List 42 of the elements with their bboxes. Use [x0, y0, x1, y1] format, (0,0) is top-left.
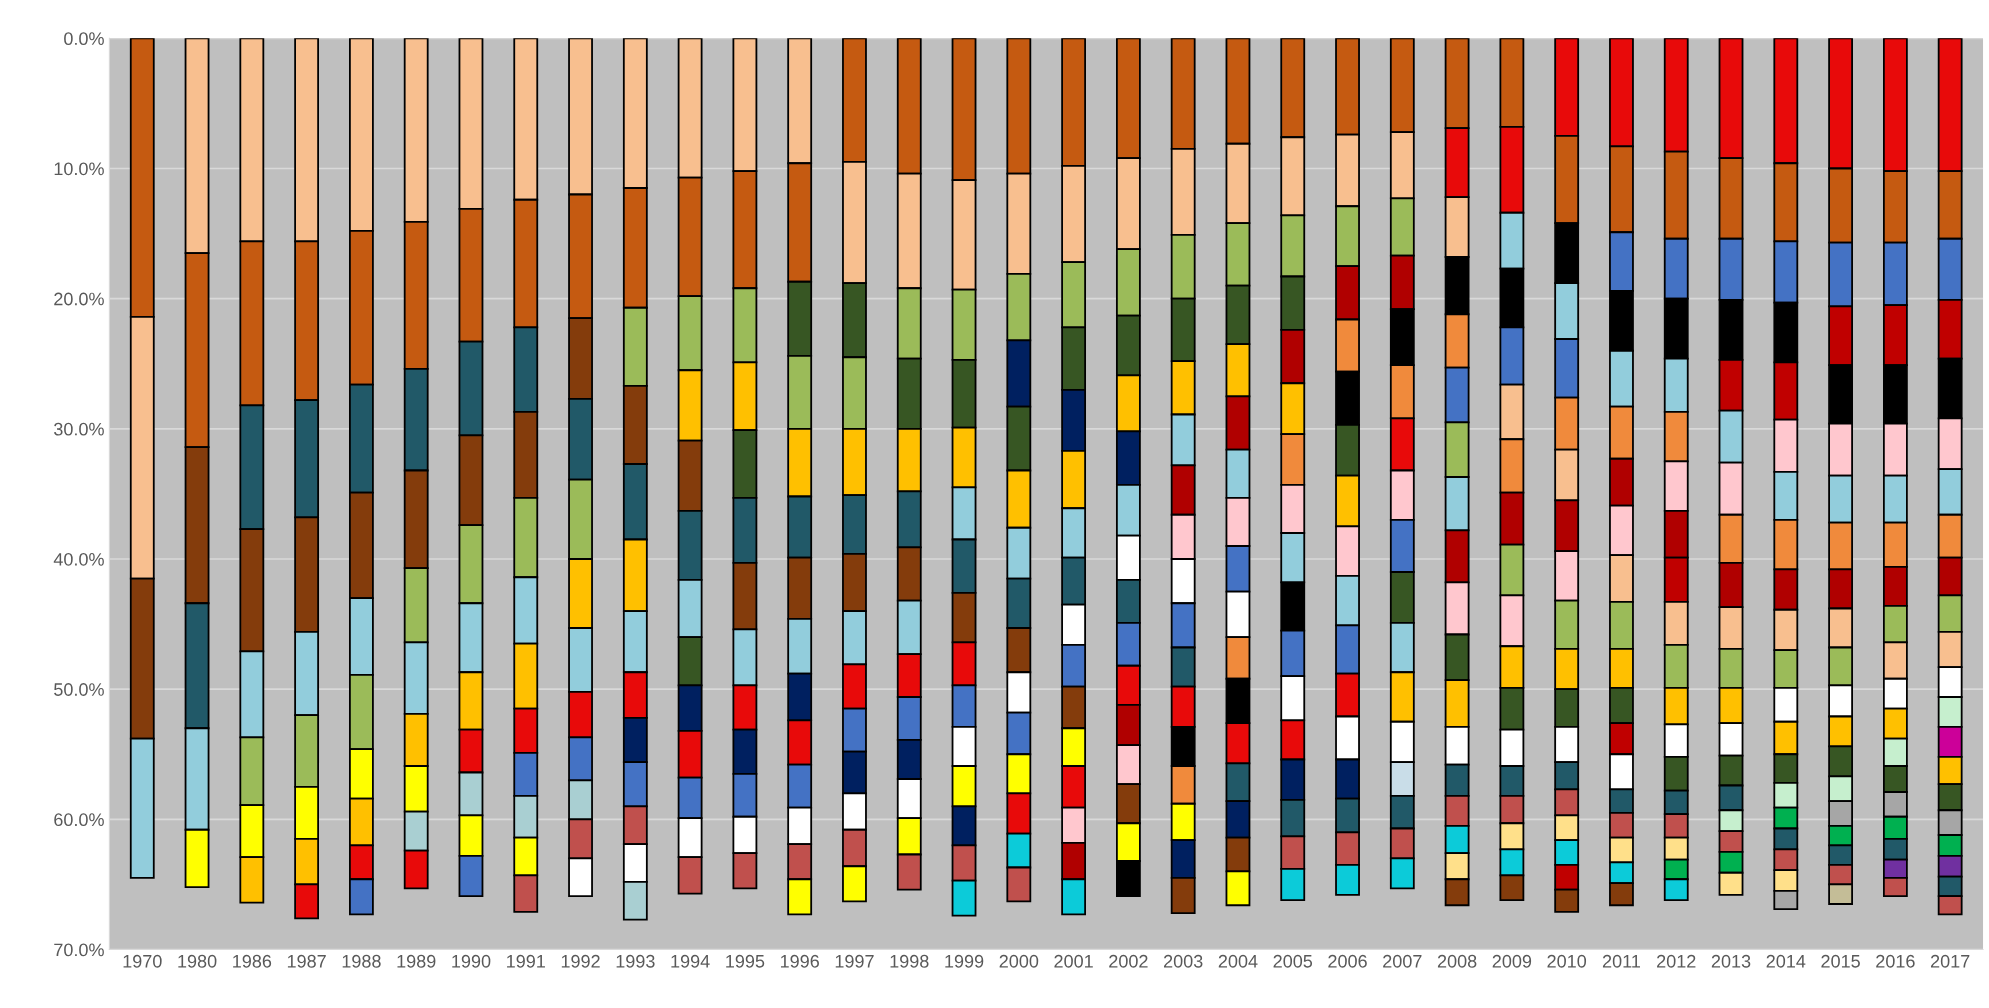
y-tick-label: 40.0% — [53, 552, 104, 566]
x-tick-label: 1996 — [780, 954, 819, 968]
x-tick-label: 1988 — [342, 954, 381, 968]
x-tick-label: 1990 — [452, 954, 491, 968]
y-tick-label: 70.0% — [54, 943, 104, 957]
y-tick-label: 10.0% — [54, 162, 104, 176]
x-tick-label: 2007 — [1383, 954, 1422, 968]
x-tick-label: 2014 — [1766, 954, 1806, 968]
x-tick-label: 2000 — [999, 954, 1039, 968]
x-tick-label: 1987 — [287, 954, 326, 968]
x-tick-label: 2009 — [1492, 954, 1532, 968]
y-tick-label: 50.0% — [54, 683, 104, 696]
x-tick-label: 2010 — [1547, 954, 1587, 968]
x-tick-label: 1998 — [890, 954, 929, 968]
x-tick-label: 1970 — [123, 954, 162, 968]
x-tick-label: 2005 — [1273, 954, 1313, 968]
x-tick-label: 2013 — [1711, 954, 1751, 968]
x-tick-label: 1991 — [507, 954, 545, 968]
x-tick-label: 2017 — [1930, 954, 1970, 968]
x-tick-label: 2006 — [1328, 954, 1367, 968]
x-tick-label: 1997 — [835, 954, 874, 968]
x-tick-label: 2011 — [1602, 954, 1640, 968]
y-tick-label: 30.0% — [54, 422, 104, 436]
x-tick-label: 1980 — [178, 954, 217, 968]
x-tick-label: 1992 — [561, 954, 600, 968]
x-tick-label: 1995 — [726, 954, 765, 968]
y-tick-label: 60.0% — [54, 813, 104, 827]
x-tick-label: 1993 — [616, 954, 655, 968]
x-tick-label: 1994 — [671, 954, 710, 968]
x-tick-label: 1999 — [945, 954, 984, 968]
x-tick-label: 2002 — [1109, 954, 1148, 968]
x-tick-label: 2015 — [1821, 954, 1860, 968]
x-tick-label: 2003 — [1164, 954, 1203, 968]
x-tick-label: 1986 — [233, 954, 272, 968]
y-tick-label: 0.0% — [64, 32, 104, 46]
y-tick-label: 20.0% — [54, 292, 104, 306]
x-tick-label: 2001 — [1054, 954, 1093, 968]
x-tick-label: 2012 — [1657, 954, 1696, 968]
x-tick-label: 1989 — [397, 954, 436, 968]
x-tick-label: 2004 — [1218, 954, 1258, 968]
x-tick-label: 2008 — [1437, 954, 1477, 968]
x-tick-label: 2016 — [1876, 954, 1915, 968]
